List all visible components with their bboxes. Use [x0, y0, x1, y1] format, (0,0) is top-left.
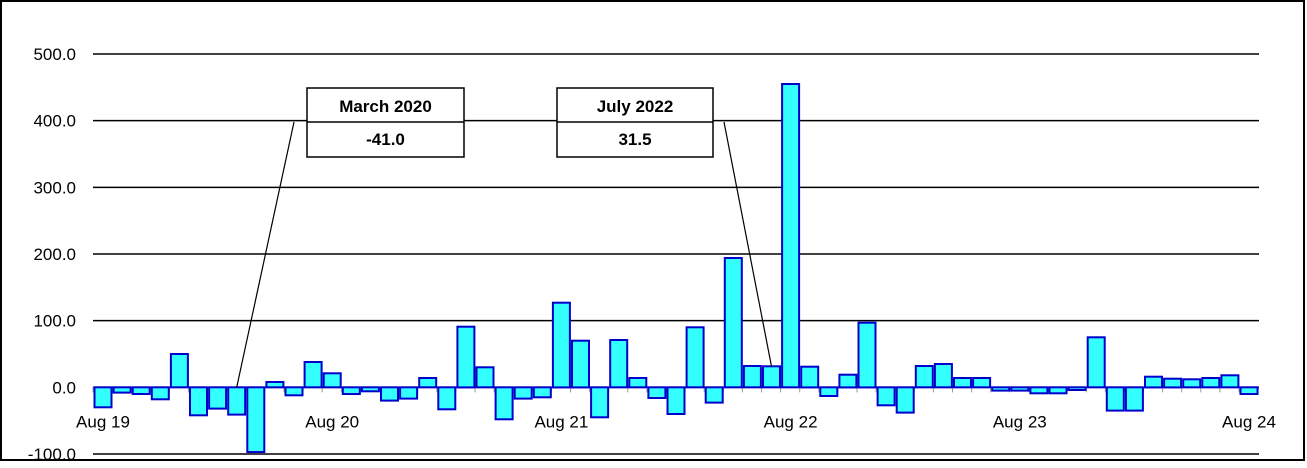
bar	[532, 386, 552, 399]
x-axis-ticks: Aug 19 Aug 20 Aug 21 Aug 22 Aug 23 Aug 24	[76, 387, 1276, 431]
bar	[1048, 386, 1068, 395]
bar	[571, 339, 590, 389]
bar	[494, 386, 514, 421]
y-tick-label: 500.0	[33, 45, 76, 64]
bar	[742, 365, 762, 389]
bar	[208, 386, 228, 410]
bar	[647, 386, 667, 399]
x-tick-label: Aug 20	[305, 412, 359, 431]
bar	[418, 377, 438, 389]
callout-march-2020: March 2020 -41.0	[306, 87, 465, 158]
bar	[265, 381, 285, 389]
bar	[723, 257, 743, 389]
bar	[93, 386, 113, 409]
y-tick-label: 200.0	[33, 245, 76, 264]
y-tick-label: -100.0	[28, 445, 76, 463]
bar	[704, 386, 724, 404]
callout-value: -41.0	[366, 130, 405, 149]
bar	[819, 386, 839, 397]
callout-title: March 2020	[339, 97, 432, 116]
callout-leaders	[236, 121, 773, 388]
bar	[131, 386, 151, 395]
bar	[1163, 377, 1183, 389]
bar	[169, 353, 189, 389]
bar	[475, 366, 495, 389]
bar	[112, 386, 132, 394]
y-tick-label: 100.0	[33, 312, 76, 331]
bar	[1010, 386, 1030, 392]
bar	[303, 361, 323, 389]
x-tick-label: Aug 24	[1222, 412, 1276, 431]
bar	[1067, 386, 1087, 391]
bar	[895, 386, 915, 414]
bar	[1086, 336, 1106, 389]
bar-series	[93, 83, 1259, 453]
bar	[1144, 375, 1163, 389]
y-tick-label: 300.0	[33, 178, 76, 197]
y-tick-label: 0.0	[52, 378, 76, 397]
bar	[551, 301, 571, 389]
bar	[1239, 386, 1259, 395]
bar	[991, 386, 1011, 392]
bar	[933, 363, 953, 389]
bar	[609, 339, 629, 389]
bar	[914, 365, 934, 389]
bar	[1201, 377, 1221, 389]
bar	[150, 386, 170, 401]
bar	[189, 386, 208, 417]
x-tick-label: Aug 19	[76, 412, 130, 431]
callout-leader-line	[236, 121, 295, 388]
bar	[227, 386, 247, 416]
bar	[246, 386, 266, 453]
bar	[284, 386, 304, 397]
bar	[1182, 378, 1202, 389]
x-tick-label: Aug 23	[993, 412, 1047, 431]
bar	[876, 386, 896, 407]
bar	[838, 373, 858, 389]
bar	[1220, 374, 1240, 389]
callout-title: July 2022	[597, 97, 674, 116]
bar	[800, 365, 820, 389]
bar	[456, 325, 476, 389]
bar	[399, 386, 419, 400]
x-tick-label: Aug 21	[534, 412, 588, 431]
callout-value: 31.5	[618, 130, 651, 149]
bar	[685, 326, 705, 389]
bar	[953, 377, 972, 389]
bar	[1029, 386, 1049, 395]
bar	[972, 377, 992, 389]
x-tick-label: Aug 22	[764, 412, 818, 431]
bar	[666, 386, 686, 415]
bar	[513, 386, 533, 400]
bar	[322, 372, 342, 389]
y-axis-ticks: 500.0 400.0 300.0 200.0 100.0 0.0 -100.0	[28, 45, 76, 464]
bar	[437, 386, 457, 411]
bar	[590, 386, 610, 419]
callout-leader-line	[723, 121, 773, 367]
bar	[1105, 386, 1125, 412]
bar	[341, 386, 361, 395]
y-tick-label: 400.0	[33, 112, 76, 131]
bar	[628, 377, 648, 389]
bar	[1124, 386, 1144, 412]
bar	[380, 386, 399, 402]
bar	[762, 365, 781, 389]
bar	[360, 386, 380, 393]
callout-july-2022: July 2022 31.5	[556, 87, 714, 158]
bar	[857, 321, 877, 389]
bar	[781, 83, 801, 389]
